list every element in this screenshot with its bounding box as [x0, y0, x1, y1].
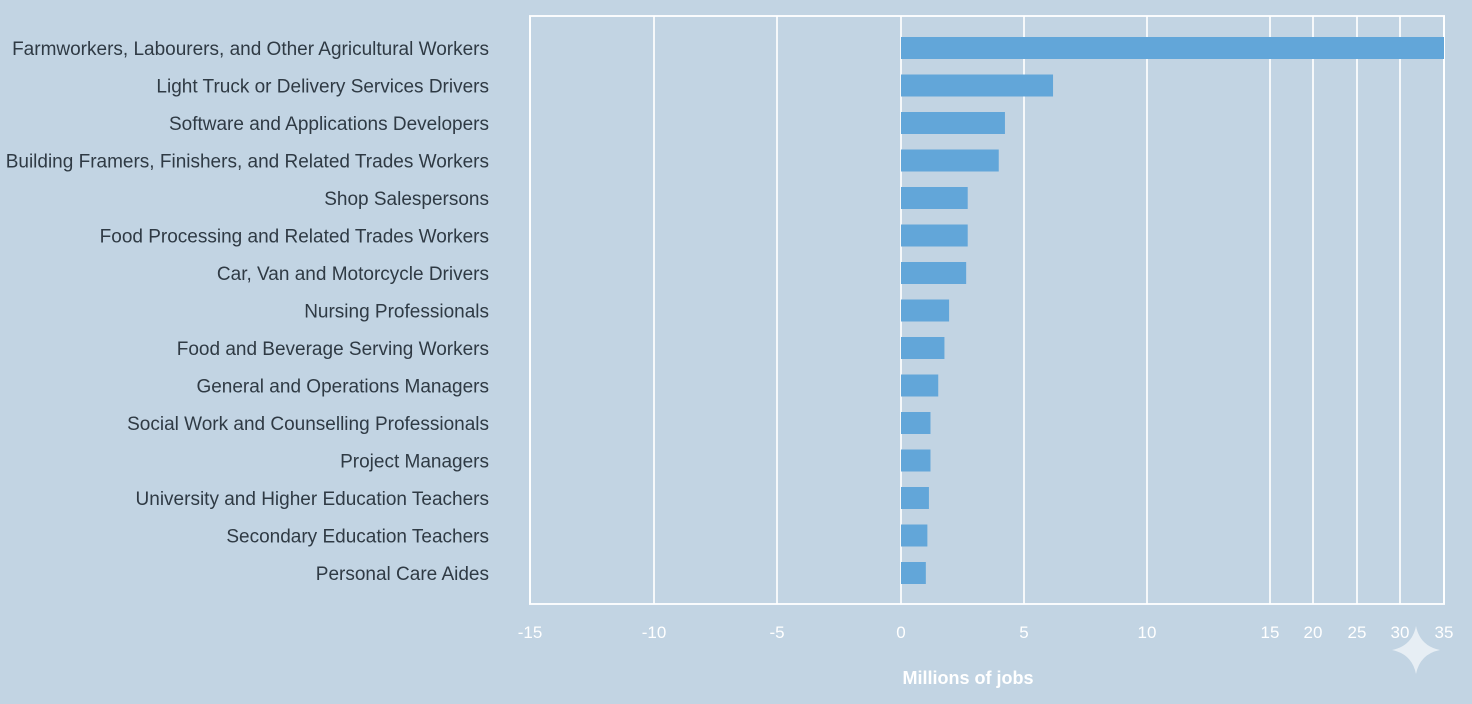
- x-tick-label: 5: [1019, 623, 1028, 642]
- x-tick-label: 20: [1304, 623, 1323, 642]
- category-label: General and Operations Managers: [196, 377, 489, 398]
- bar: [901, 112, 1005, 134]
- x-tick-label: 35: [1435, 623, 1454, 642]
- category-label: Light Truck or Delivery Services Drivers: [156, 77, 489, 98]
- category-label: Food Processing and Related Trades Worke…: [100, 227, 489, 248]
- sparkle-icon: [1392, 626, 1440, 674]
- bar: [901, 562, 926, 584]
- category-label: Building Framers, Finishers, and Related…: [6, 152, 489, 173]
- bar: [901, 74, 1054, 97]
- x-tick-label: 15: [1261, 623, 1280, 642]
- x-tick-label: -15: [518, 623, 543, 642]
- x-tick-label: 10: [1138, 623, 1157, 642]
- bars: [901, 37, 1444, 584]
- x-tick-label: 0: [896, 623, 905, 642]
- grid-lines: [529, 16, 1445, 604]
- category-label: Nursing Professionals: [304, 302, 489, 323]
- x-tick-labels: -15 -10 -5 0 5 10 15 20 25 30 35: [518, 623, 1454, 642]
- category-label: Software and Applications Developers: [169, 114, 489, 135]
- x-axis-title: Millions of jobs: [903, 668, 1034, 688]
- bar: [901, 37, 1444, 59]
- category-label: Car, Van and Motorcycle Drivers: [217, 264, 489, 285]
- category-label: Secondary Education Teachers: [226, 527, 489, 548]
- bar: [901, 299, 950, 322]
- bar: [901, 412, 931, 434]
- bar: [901, 149, 999, 172]
- bar: [901, 374, 939, 397]
- x-tick-label: -10: [642, 623, 667, 642]
- category-label: Personal Care Aides: [316, 564, 489, 585]
- bar: [901, 487, 929, 509]
- bar: [901, 187, 968, 209]
- x-tick-label: 25: [1348, 623, 1367, 642]
- bar: [901, 224, 968, 247]
- category-label: Farmworkers, Labourers, and Other Agricu…: [12, 39, 489, 60]
- bar: [901, 337, 945, 359]
- category-label: Social Work and Counselling Professional…: [127, 414, 489, 435]
- x-tick-label: 30: [1391, 623, 1410, 642]
- category-labels: Farmworkers, Labourers, and Other Agricu…: [6, 39, 489, 585]
- category-label: University and Higher Education Teachers: [136, 489, 489, 510]
- category-label: Shop Salespersons: [324, 189, 489, 210]
- bar: [901, 449, 931, 472]
- category-label: Food and Beverage Serving Workers: [177, 339, 489, 360]
- bar: [901, 262, 967, 284]
- x-tick-label: -5: [769, 623, 784, 642]
- category-label: Project Managers: [340, 452, 489, 473]
- plot-area-frame: [529, 15, 1445, 605]
- bar: [901, 524, 928, 547]
